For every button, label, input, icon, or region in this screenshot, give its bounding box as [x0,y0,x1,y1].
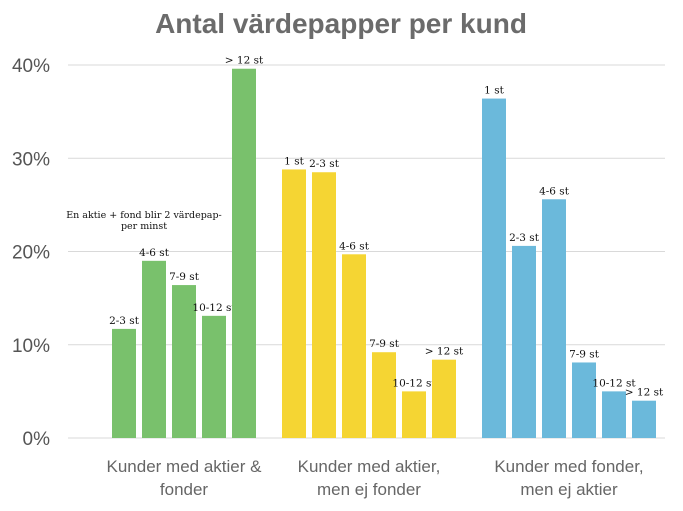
bar-label: > 12 st [425,346,464,358]
y-tick-label: 10% [12,336,50,357]
y-tick-label: 20% [12,243,50,264]
chart-title: Antal värdepapper per kund [155,8,527,39]
bar [232,68,256,438]
bar [312,172,336,439]
bar [142,260,166,438]
category-label: Kunder med aktier, [298,457,441,476]
bar [202,315,226,438]
bar [482,98,506,438]
bar-label: 4-6 st [539,185,570,197]
bar-label: 2-3 st [309,158,340,170]
bar-label: 1 st [284,155,304,167]
bar-label: 1 st [484,85,504,97]
bar-label: > 12 st [225,55,264,67]
bar [542,199,566,438]
category-label: fonder [160,480,209,499]
bar [432,359,456,438]
bar [602,391,626,438]
bar [512,245,536,438]
bar [172,285,196,438]
bar-label: 10-12 st [592,377,636,389]
bar-label: 7-9 st [369,338,400,350]
bar-label: 10-12 st [392,377,436,389]
y-tick-label: 30% [12,149,50,170]
bar [402,391,426,438]
y-tick-label: 40% [12,56,50,77]
y-tick-label: 0% [23,429,51,450]
bar-label: 4-6 st [139,247,170,259]
bar [112,328,136,438]
bar-label: > 12 st [625,387,664,399]
bar [342,254,366,438]
bar [632,400,656,438]
annotation-line-1: En aktie + fond blir 2 värdepap- [66,210,222,221]
bar [282,169,306,438]
bar-label: 10-12 st [192,302,236,314]
bar [372,352,396,438]
bar-label: 2-3 st [109,315,140,327]
category-label: men ej fonder [317,480,421,499]
bar [572,362,596,438]
bar-label: 7-9 st [569,348,600,360]
annotation-line-2: per minst [121,221,167,232]
category-label: Kunder med aktier & [107,457,263,476]
bar-label: 4-6 st [339,240,370,252]
category-label: Kunder med fonder, [494,457,643,476]
bar-label: 2-3 st [509,232,540,244]
category-label: men ej aktier [520,480,618,499]
bar-label: 7-9 st [169,271,200,283]
